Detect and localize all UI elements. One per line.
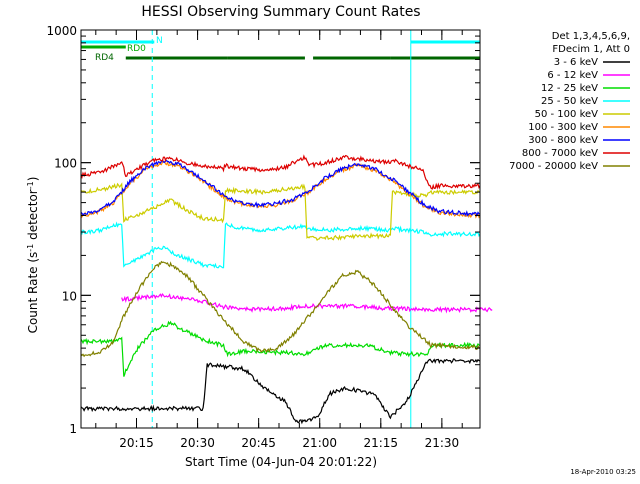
x-tick-labels: 20:15 20:30 20:45 21:00 21:15 21:30 xyxy=(119,436,459,450)
legend-header-1: FDecim 1, Att 0 xyxy=(552,44,630,55)
axis-ticks xyxy=(81,29,480,429)
y-tick-label-1: 10 xyxy=(62,289,77,303)
series-line-2 xyxy=(80,320,481,377)
timestamp-label: 18-Apr-2010 03:25 xyxy=(570,468,636,476)
x-axis-label: Start Time (04-Jun-04 20:01:22) xyxy=(185,455,377,469)
x-tick-label-1: 20:30 xyxy=(180,436,215,450)
x-tick-label-3: 21:00 xyxy=(302,436,337,450)
legend-header-0: Det 1,3,4,5,6,9, xyxy=(552,31,630,42)
legend-entry-3: 25 - 50 keV xyxy=(541,96,598,107)
series-line-0 xyxy=(80,358,481,425)
x-tick-label-4: 21:15 xyxy=(363,436,398,450)
series-line-1 xyxy=(121,292,493,314)
series-line-6 xyxy=(80,159,481,217)
series-lines xyxy=(80,154,493,425)
plot-frame xyxy=(80,29,481,429)
legend-entry-5: 100 - 300 keV xyxy=(528,122,598,133)
x-tick-label-2: 20:45 xyxy=(241,436,276,450)
legend-entry-2: 12 - 25 keV xyxy=(541,83,598,94)
instrument-state-bars: N RD0 RD4 xyxy=(81,36,480,63)
legend-entry-6: 300 - 800 keV xyxy=(528,135,598,146)
y-tick-label-2: 100 xyxy=(54,157,77,171)
series-line-7 xyxy=(80,154,481,190)
y-tick-label-3: 1000 xyxy=(46,24,77,38)
legend-entry-4: 50 - 100 keV xyxy=(535,109,599,120)
y-tick-labels: 1 10 100 1000 xyxy=(46,24,77,436)
y-tick-label-0: 1 xyxy=(69,422,77,436)
series-line-4 xyxy=(80,182,481,241)
state-label-0: N xyxy=(156,36,163,46)
series-line-8 xyxy=(80,260,481,358)
state-label-1: RD0 xyxy=(127,44,146,54)
legend-entry-7: 800 - 7000 keV xyxy=(522,148,598,159)
chart-title: HESSI Observing Summary Count Rates xyxy=(141,4,420,20)
x-tick-label-5: 21:30 xyxy=(425,436,460,450)
y-axis-label: Count Rate (s-1 detector-1) xyxy=(26,177,41,334)
legend: Det 1,3,4,5,6,9, FDecim 1, Att 0 3 - 6 keV… xyxy=(509,31,630,172)
legend-entry-0: 3 - 6 keV xyxy=(554,57,598,68)
legend-entry-8: 7000 - 20000 keV xyxy=(509,161,598,172)
legend-entry-1: 6 - 12 keV xyxy=(547,70,598,81)
state-label-2: RD4 xyxy=(95,53,114,63)
x-tick-label-0: 20:15 xyxy=(119,436,154,450)
series-line-3 xyxy=(80,221,481,269)
